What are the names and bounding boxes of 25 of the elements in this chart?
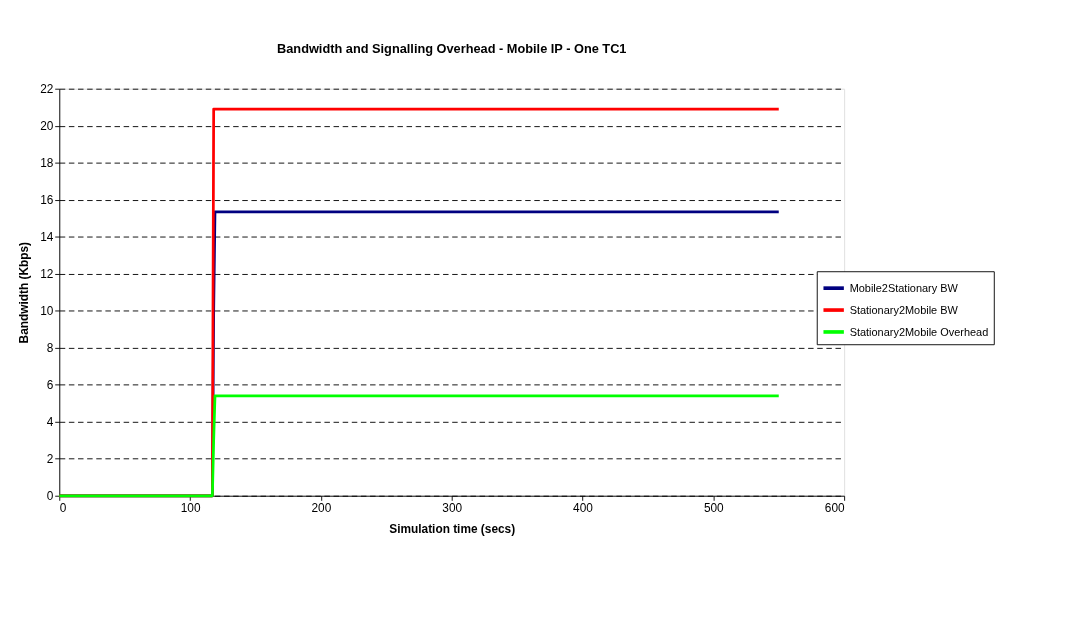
y-tick-label: 20	[40, 118, 54, 133]
y-tick-label: 14	[40, 229, 54, 244]
x-tick-label: 200	[311, 500, 332, 515]
y-tick-label: 8	[46, 340, 54, 355]
x-tick-label: 600	[824, 500, 846, 515]
x-tick-label: 300	[442, 500, 463, 515]
y-tick-label: 16	[40, 192, 54, 207]
y-axis-title: Bandwidth (Kbps)	[17, 241, 32, 344]
y-tick-label: 2	[46, 451, 54, 466]
x-tick-label: 0	[59, 500, 67, 515]
y-tick-label: 18	[40, 155, 54, 170]
x-axis-title: Simulation time (secs)	[389, 521, 516, 536]
legend-label: Mobile2Stationary BW	[849, 281, 959, 294]
y-tick-label: 22	[40, 81, 54, 96]
y-tick-label: 10	[40, 303, 54, 318]
y-tick-label: 4	[46, 414, 54, 429]
y-tick-label: 0	[46, 488, 54, 503]
x-tick-label: 100	[180, 500, 201, 515]
x-tick-label: 400	[573, 500, 594, 515]
legend-label: Stationary2Mobile Overhead	[849, 325, 989, 338]
x-tick-label: 500	[703, 500, 725, 515]
chart-title: Bandwidth and Signalling Overhead - Mobile IP - One TC1	[277, 41, 627, 57]
y-tick-label: 6	[46, 377, 54, 392]
y-tick-label: 12	[40, 266, 54, 281]
legend-label: Stationary2Mobile BW	[849, 303, 959, 316]
